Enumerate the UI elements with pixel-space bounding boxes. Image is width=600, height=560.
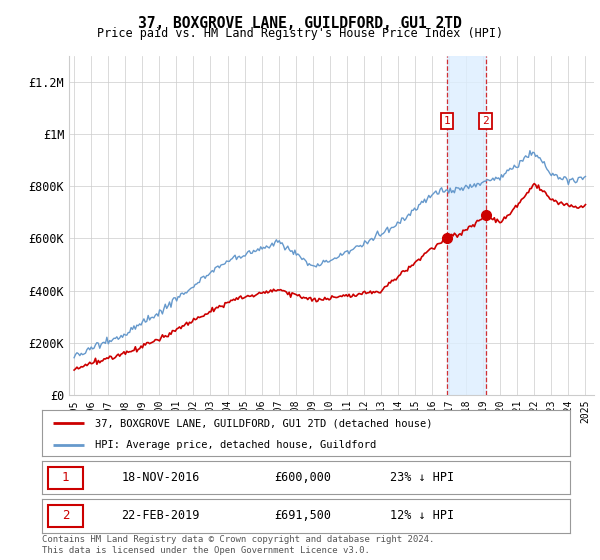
Text: Price paid vs. HM Land Registry's House Price Index (HPI): Price paid vs. HM Land Registry's House … — [97, 27, 503, 40]
Text: 2: 2 — [482, 116, 489, 126]
Text: 1: 1 — [62, 471, 69, 484]
Text: 2: 2 — [62, 509, 69, 522]
Text: 22-FEB-2019: 22-FEB-2019 — [121, 509, 200, 522]
Text: 12% ↓ HPI: 12% ↓ HPI — [391, 509, 455, 522]
Text: 23% ↓ HPI: 23% ↓ HPI — [391, 471, 455, 484]
Text: 1: 1 — [443, 116, 451, 126]
Text: HPI: Average price, detached house, Guildford: HPI: Average price, detached house, Guil… — [95, 440, 376, 450]
Text: Contains HM Land Registry data © Crown copyright and database right 2024.
This d: Contains HM Land Registry data © Crown c… — [42, 535, 434, 555]
Text: £600,000: £600,000 — [274, 471, 331, 484]
Text: 37, BOXGROVE LANE, GUILDFORD, GU1 2TD: 37, BOXGROVE LANE, GUILDFORD, GU1 2TD — [138, 16, 462, 31]
FancyBboxPatch shape — [49, 467, 83, 488]
FancyBboxPatch shape — [49, 505, 83, 526]
Bar — [447, 56, 485, 395]
Text: £691,500: £691,500 — [274, 509, 331, 522]
Text: 18-NOV-2016: 18-NOV-2016 — [121, 471, 200, 484]
Text: 37, BOXGROVE LANE, GUILDFORD, GU1 2TD (detached house): 37, BOXGROVE LANE, GUILDFORD, GU1 2TD (d… — [95, 418, 432, 428]
